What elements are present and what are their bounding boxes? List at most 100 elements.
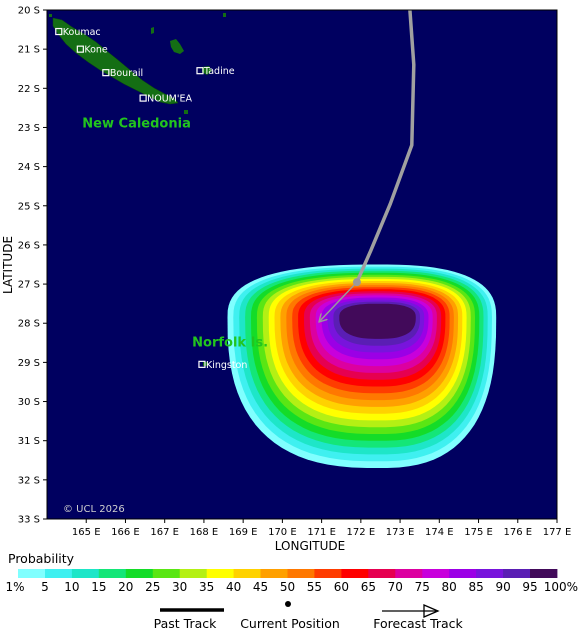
lat-tick-label: 21 S	[18, 45, 40, 56]
colorbar-swatch-3	[98, 569, 127, 578]
colorbar-swatch-4	[125, 569, 154, 578]
colorbar-swatch-17	[476, 569, 504, 578]
colorbar-tick-label: 5	[41, 580, 49, 594]
colorbar-tick-label: 45	[253, 580, 268, 594]
colorbar-swatch-0	[18, 569, 46, 578]
colorbar-swatch-11	[314, 569, 342, 578]
copyright-notice: © UCL 2026	[63, 504, 125, 515]
town-marker-bourail	[102, 69, 110, 77]
colorbar-swatch-5	[152, 569, 181, 578]
colorbar-swatch-6	[179, 569, 208, 578]
lon-tick-label: 175 E	[464, 527, 493, 538]
town-label-kone: Kone	[84, 45, 108, 56]
colorbar-tick-label: 40	[226, 580, 241, 594]
region-label-new-caledonia: New Caledonia	[82, 116, 191, 131]
lon-tick-label: 166 E	[111, 527, 140, 538]
probability-band-95	[339, 303, 416, 339]
town-marker-kingston	[198, 360, 206, 368]
colorbar-tick-label: 15	[91, 580, 106, 594]
town-marker-koumac	[55, 27, 63, 36]
colorbar-tick-label: 70	[388, 580, 403, 594]
past-track-line	[355, 10, 416, 283]
ouvea-island	[151, 27, 154, 34]
forecast-track-arrow	[320, 281, 358, 321]
colorbar-swatch-7	[206, 569, 235, 578]
colorbar-tick-label: 65	[361, 580, 376, 594]
lat-tick-label: 20 S	[18, 6, 40, 17]
colorbar-swatch-2	[71, 569, 100, 578]
colorbar-swatch-19	[530, 569, 558, 578]
forecast-track-key-arrowhead	[423, 604, 440, 618]
legend-title: Probability	[8, 551, 75, 566]
lon-tick-label: 176 E	[503, 527, 532, 538]
plot-frame	[46, 9, 558, 520]
town-marker-kone	[76, 45, 84, 53]
colorbar-swatch-12	[341, 569, 369, 578]
colorbar-tick-label: 75	[415, 580, 430, 594]
colorbar-tick-label: 85	[469, 580, 484, 594]
colorbar-tick-label: 60	[334, 580, 349, 594]
region-label-norfolk-island: Norfolk Is.	[192, 336, 268, 351]
lon-tick-label: 172 E	[347, 527, 376, 538]
past-track-key-label: Past Track	[154, 616, 217, 631]
colorbar-tick-label: 95	[522, 580, 537, 594]
colorbar-tick-label: 50	[280, 580, 295, 594]
forecast-track-key-label: Forecast Track	[373, 616, 463, 631]
belep-island	[49, 14, 52, 17]
lon-tick-label: 170 E	[268, 527, 297, 538]
new-caledonia-landmass	[52, 17, 179, 105]
current-position-marker	[352, 278, 361, 287]
lon-tick-label: 167 E	[150, 527, 179, 538]
colorbar-tick-label: 55	[307, 580, 322, 594]
current-position-key-dot	[285, 601, 291, 607]
lat-tick-label: 22 S	[18, 84, 40, 95]
lon-tick-label: 165 E	[72, 527, 101, 538]
lat-tick-label: 31 S	[18, 436, 40, 447]
lat-tick-label: 29 S	[18, 358, 40, 369]
colorbar-tick-label: 35	[199, 580, 214, 594]
colorbar-swatch-9	[260, 569, 288, 578]
lat-tick-label: 23 S	[18, 123, 40, 134]
current-position-key-label: Current Position	[240, 616, 340, 631]
lon-tick-label: 171 E	[307, 527, 336, 538]
colorbar-tick-label: 1%	[5, 580, 24, 594]
lifou-island	[170, 39, 184, 54]
colorbar-swatch-10	[287, 569, 315, 578]
colorbar-swatch-14	[395, 569, 423, 578]
colorbar-swatch-1	[45, 569, 73, 578]
lat-tick-label: 26 S	[18, 240, 40, 251]
colorbar-tick-label: 10	[64, 580, 79, 594]
probability-swath	[227, 264, 497, 468]
lon-tick-label: 173 E	[386, 527, 415, 538]
town-label-kingston: Kingston	[206, 360, 247, 371]
town-label-bourail: Bourail	[110, 68, 143, 79]
y-axis-title: LATITUDE	[1, 236, 15, 294]
longitude-tick-labels: 165 E 166 E 167 E 168 E 169 E 170 E 171 E 172 E…	[46, 9, 572, 538]
colorbar-tick-label: 25	[145, 580, 160, 594]
lat-tick-label: 32 S	[18, 475, 40, 486]
lat-tick-label: 30 S	[18, 397, 40, 408]
colorbar-tick-label: 100%	[544, 580, 578, 594]
colorbar-swatch-15	[422, 569, 450, 578]
lat-tick-label: 33 S	[18, 515, 40, 526]
x-axis-title: LONGITUDE	[275, 539, 345, 553]
lat-tick-label: 27 S	[18, 280, 40, 291]
town-label-koumac: Koumac	[63, 27, 101, 38]
colorbar-tick-label: 30	[172, 580, 187, 594]
town-marker-tadine	[196, 67, 204, 75]
lon-tick-label: 168 E	[190, 527, 219, 538]
colorbar-swatch-8	[233, 569, 261, 578]
lat-tick-label: 24 S	[18, 162, 40, 173]
colorbar-swatch-16	[449, 569, 477, 578]
town-label-tadine: Tadine	[203, 66, 235, 77]
latitude-tick-labels: 20 S 21 S 22 S 23 S 24 S 25 S 26 S 27 S 28 S 29 S…	[18, 6, 47, 526]
colorbar-swatch-13	[368, 569, 396, 578]
lat-tick-label: 25 S	[18, 201, 40, 212]
lon-tick-label: 177 E	[543, 527, 572, 538]
colorbar-tick-label: 20	[118, 580, 133, 594]
walpole-island	[223, 13, 226, 17]
mare-island	[202, 66, 212, 75]
town-marker-noum-ea	[139, 94, 147, 102]
isle-of-pines	[184, 110, 188, 114]
